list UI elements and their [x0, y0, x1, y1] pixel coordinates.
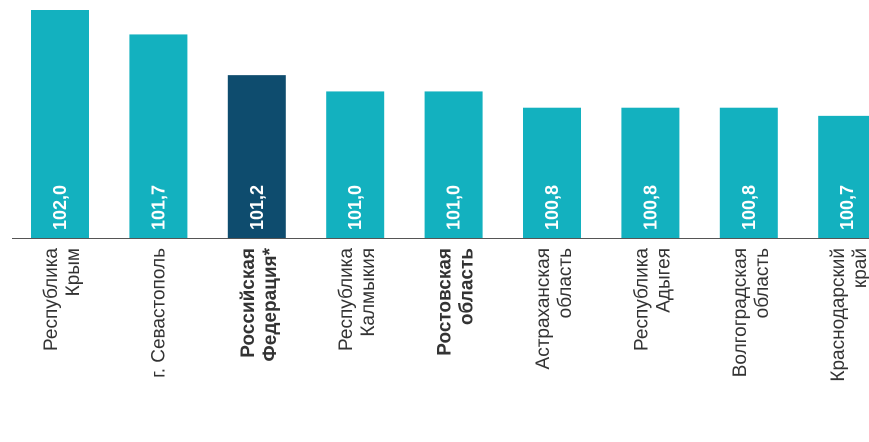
- category-label-2-line-1: Федерация*: [260, 247, 281, 361]
- category-label-6-line-1: Адыгея: [653, 248, 674, 313]
- category-label-0-line-0: Республика: [41, 248, 62, 351]
- category-label-6-line-0: Республика: [631, 248, 652, 351]
- category-label-2-line-0: Российская: [238, 248, 259, 358]
- category-label-3-line-0: Республика: [336, 248, 357, 351]
- bar-5: [523, 107, 581, 238]
- category-label-5-line-1: область: [555, 248, 576, 318]
- value-label-0: 102,0: [50, 185, 70, 230]
- value-label-3: 101,0: [345, 185, 365, 230]
- value-labels-group: 102,0 101,7 101,2 101,0 101,0 100,8 100,8 100,8…: [50, 185, 857, 230]
- bar-0: [31, 10, 89, 238]
- value-label-7: 100,8: [739, 185, 759, 230]
- bar-2: [227, 75, 286, 239]
- bar-1: [129, 34, 188, 238]
- category-label-4-line-1: область: [457, 248, 478, 325]
- category-label-5-line-0: Астраханская: [533, 248, 554, 369]
- category-label-3: РеспубликаКалмыкия: [336, 248, 379, 351]
- category-label-8-line-0: Краснодарский: [828, 248, 849, 382]
- value-label-2: 101,2: [247, 185, 267, 230]
- category-labels-group: РеспубликаКрым г. Севастополь РоссийскаяФе…: [41, 247, 869, 381]
- category-label-4: Ростовскаяобласть: [435, 248, 478, 356]
- category-label-7-line-1: область: [752, 248, 773, 318]
- value-label-6: 100,8: [640, 185, 660, 230]
- category-label-3-line-1: Калмыкия: [358, 248, 379, 337]
- category-label-7: Волгоградскаяобласть: [730, 248, 773, 377]
- category-label-1: г. Севастополь: [148, 248, 169, 378]
- category-label-7-line-0: Волгоградская: [730, 248, 751, 377]
- category-label-0-line-1: Крым: [63, 248, 84, 296]
- category-label-5: Астраханскаяобласть: [533, 248, 576, 370]
- category-label-6: РеспубликаАдыгея: [631, 248, 674, 351]
- category-label-1-line-0: г. Севастополь: [148, 248, 169, 378]
- value-label-4: 101,0: [444, 185, 464, 230]
- bar-3: [326, 91, 385, 238]
- category-label-4-line-0: Ростовская: [435, 248, 456, 356]
- bars-group: [31, 10, 869, 239]
- value-label-8: 100,7: [837, 185, 857, 230]
- category-label-8-line-1: край: [850, 248, 869, 288]
- bar-4: [424, 91, 483, 238]
- bar-7: [719, 107, 778, 238]
- bar-8: [818, 115, 869, 238]
- category-label-0: РеспубликаКрым: [41, 248, 84, 351]
- value-label-1: 101,7: [148, 185, 168, 230]
- category-label-2: РоссийскаяФедерация*: [238, 247, 281, 361]
- bar-6: [621, 107, 680, 238]
- value-label-5: 100,8: [542, 185, 562, 230]
- category-label-8: Краснодарскийкрай: [828, 248, 869, 382]
